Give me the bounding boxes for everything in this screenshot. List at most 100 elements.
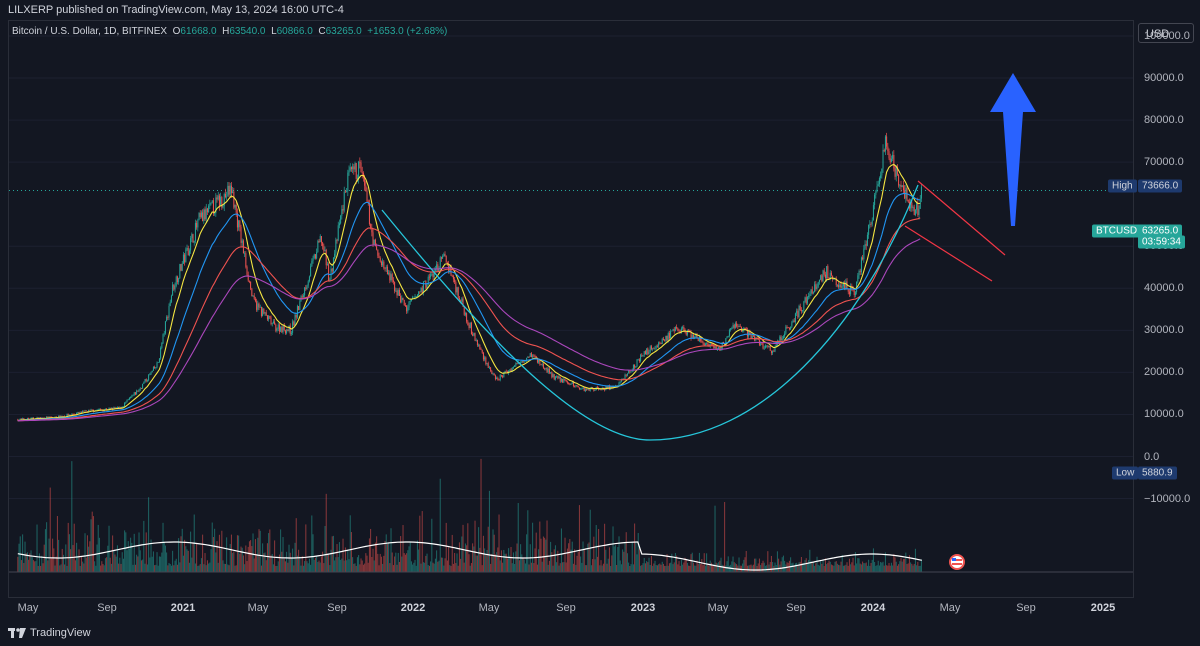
candle-body bbox=[626, 373, 628, 376]
volume-bar bbox=[416, 540, 418, 572]
candle-body bbox=[307, 281, 309, 286]
currency-button[interactable]: USD bbox=[1138, 23, 1194, 43]
volume-bar bbox=[558, 565, 560, 572]
volume-bar bbox=[64, 564, 66, 572]
candle-body bbox=[240, 227, 242, 243]
volume-bar bbox=[889, 565, 891, 572]
volume-bar bbox=[386, 543, 388, 572]
volume-bar bbox=[106, 557, 108, 572]
candle-body bbox=[20, 418, 22, 420]
volume-bar bbox=[223, 563, 225, 572]
volume-bar bbox=[721, 564, 723, 572]
candle-body bbox=[438, 269, 440, 272]
volume-bar bbox=[491, 554, 493, 572]
candle-body bbox=[606, 386, 608, 390]
volume-bar bbox=[166, 552, 168, 572]
candle-body bbox=[246, 266, 248, 275]
volume-bar bbox=[290, 557, 292, 572]
volume-bar bbox=[307, 563, 309, 572]
volume-bar bbox=[778, 558, 780, 572]
candle-body bbox=[881, 168, 883, 176]
volume-bar bbox=[115, 556, 117, 572]
volume-bar bbox=[776, 551, 778, 572]
candle-body bbox=[821, 275, 823, 282]
volume-bar bbox=[540, 538, 542, 572]
candle-body bbox=[738, 326, 740, 327]
volume-bar bbox=[74, 560, 76, 572]
volume-bar bbox=[919, 565, 921, 572]
volume-bar bbox=[683, 562, 685, 572]
volume-bar bbox=[317, 561, 319, 572]
volume-bar bbox=[390, 528, 392, 572]
volume-bar bbox=[692, 562, 694, 572]
candle-body bbox=[341, 209, 343, 216]
candle-body bbox=[780, 336, 782, 341]
candle-body bbox=[413, 296, 415, 298]
volume-bar bbox=[409, 541, 411, 572]
candle-body bbox=[131, 395, 133, 397]
volume-bar bbox=[401, 556, 403, 572]
candle-body bbox=[749, 330, 751, 336]
candle-body bbox=[78, 412, 80, 413]
volume-bar bbox=[859, 563, 861, 572]
volume-bar bbox=[696, 560, 698, 572]
candle-body bbox=[150, 372, 152, 375]
candle-body bbox=[498, 379, 500, 381]
candle-body bbox=[408, 301, 410, 308]
time-axis[interactable]: May Sep 2021 May Sep 2022 May Sep 2023 May Sep 2024… bbox=[8, 598, 1134, 618]
volume-bar bbox=[440, 557, 442, 572]
volume-bar bbox=[419, 515, 421, 572]
candle-body bbox=[734, 323, 736, 328]
candle-body bbox=[844, 283, 846, 290]
candle-body bbox=[634, 364, 636, 368]
candle-body bbox=[98, 408, 100, 410]
candle-body bbox=[848, 291, 850, 295]
candle-body bbox=[578, 387, 580, 389]
volume-bar bbox=[433, 563, 435, 572]
candle-body bbox=[85, 410, 87, 412]
volume-bar bbox=[485, 553, 487, 572]
volume-bar bbox=[860, 564, 862, 572]
candle-body bbox=[502, 375, 504, 378]
volume-bar bbox=[32, 560, 34, 572]
chart-pane[interactable] bbox=[8, 20, 1134, 598]
time-year-label: 2022 bbox=[400, 602, 426, 614]
volume-bar bbox=[895, 561, 897, 572]
volume-bar bbox=[575, 564, 577, 572]
volume-bar bbox=[358, 555, 360, 572]
footer: TradingView bbox=[0, 620, 1200, 646]
candle-body bbox=[568, 382, 570, 384]
volume-bar bbox=[116, 545, 118, 572]
volume-bar bbox=[467, 523, 469, 572]
volume-bar bbox=[17, 556, 19, 572]
volume-bar bbox=[818, 565, 820, 572]
volume-bar bbox=[646, 561, 648, 572]
volume-bar bbox=[521, 554, 523, 572]
volume-bar bbox=[420, 563, 422, 572]
volume-bar bbox=[132, 564, 134, 572]
published-header: LILXERP published on TradingView.com, Ma… bbox=[0, 0, 1200, 20]
flag-stripe bbox=[952, 563, 962, 565]
candle-body bbox=[772, 350, 774, 354]
volume-bar bbox=[71, 461, 73, 572]
candle-body bbox=[124, 402, 126, 407]
price-axis[interactable] bbox=[1134, 20, 1200, 598]
candle-body bbox=[613, 386, 615, 388]
volume-bar bbox=[434, 558, 436, 572]
candle-body bbox=[710, 343, 712, 345]
volume-bar bbox=[97, 524, 99, 572]
candle-body bbox=[448, 263, 450, 271]
volume-bar bbox=[774, 562, 776, 572]
volume-bar bbox=[350, 532, 352, 572]
volume-bar bbox=[653, 563, 655, 572]
volume-bar bbox=[817, 564, 819, 572]
legend-symbol: Bitcoin / U.S. Dollar, 1D, BITFINEX bbox=[12, 26, 168, 37]
candle-body bbox=[682, 326, 684, 329]
candle-body bbox=[125, 402, 127, 404]
candle-body bbox=[911, 202, 913, 208]
volume-bar bbox=[760, 565, 762, 572]
volume-bar bbox=[763, 562, 765, 572]
volume-bar bbox=[791, 563, 793, 572]
candle-body bbox=[847, 288, 849, 292]
